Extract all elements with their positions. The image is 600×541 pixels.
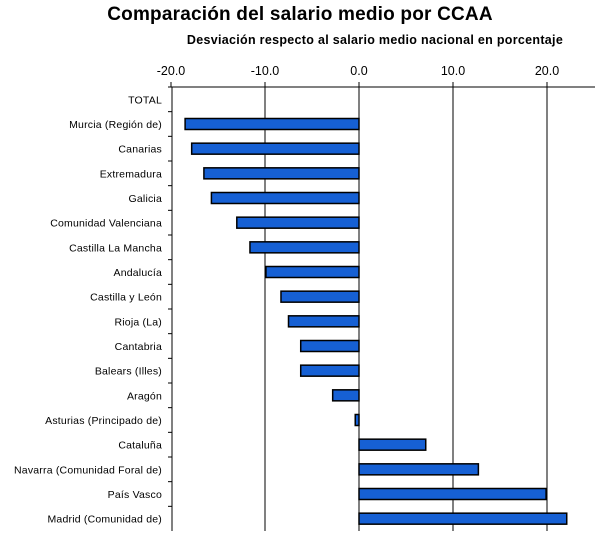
category-label: Aragón: [127, 390, 162, 402]
category-label: Cantabria: [115, 341, 162, 353]
category-label: País Vasco: [108, 489, 162, 501]
category-label: Asturias (Principado de): [45, 415, 162, 427]
bar: [280, 290, 360, 303]
bar: [354, 413, 360, 427]
bar: [358, 512, 568, 525]
bar: [358, 438, 427, 451]
chart-subtitle: Desviación respecto al salario medio nac…: [186, 33, 564, 47]
category-label: Murcia (Región de): [69, 119, 162, 131]
bar: [203, 167, 360, 180]
category-label: Extremadura: [100, 168, 162, 180]
category-label: Balears (Illes): [95, 366, 162, 378]
category-label: Navarra (Comunidad Foral de): [14, 464, 162, 476]
bar: [210, 191, 360, 205]
category-label: Andalucía: [113, 267, 162, 279]
category-label: Comunidad Valenciana: [50, 218, 162, 230]
category-label: Canarias: [118, 144, 162, 156]
bar: [184, 117, 360, 131]
category-label: Cataluña: [118, 440, 162, 452]
x-tick-label: -20.0: [157, 64, 186, 78]
bar: [358, 487, 547, 501]
x-tick-label: 10.0: [441, 64, 465, 78]
chart-title: Comparación del salario medio por CCAA: [107, 4, 493, 25]
x-tick-label: 20.0: [535, 64, 559, 78]
x-tick-label: 0.0: [350, 64, 367, 78]
category-label: Castilla y León: [90, 292, 162, 304]
bar: [299, 364, 360, 377]
bar: [331, 389, 360, 402]
category-label: Galicia: [129, 193, 163, 205]
bar: [190, 142, 360, 155]
category-label: Castilla La Mancha: [69, 242, 162, 254]
bar: [249, 241, 360, 254]
category-label: Madrid (Comunidad de): [47, 514, 162, 526]
category-label: Rioja (La): [114, 316, 162, 328]
bar: [287, 315, 360, 328]
bar: [236, 216, 360, 229]
x-tick-label: -10.0: [251, 64, 280, 78]
bar: [265, 265, 360, 279]
bar: [299, 339, 360, 353]
bar: [358, 463, 480, 476]
category-label: TOTAL: [128, 94, 162, 106]
